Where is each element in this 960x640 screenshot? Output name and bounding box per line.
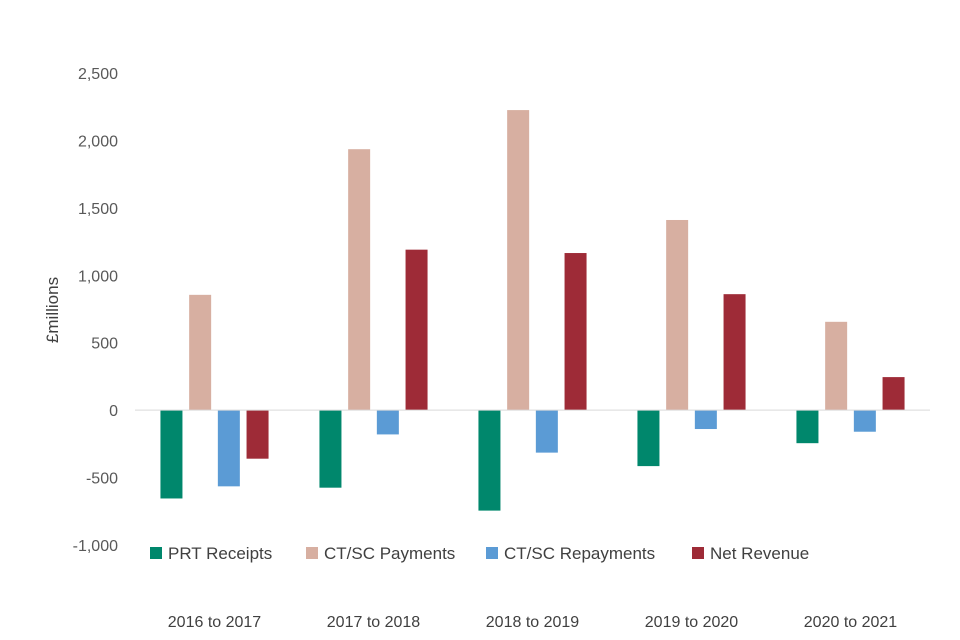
- bar-net-revenue-2: [564, 253, 587, 411]
- y-tick-label: 0: [109, 403, 118, 420]
- bar-prt-receipts-4: [796, 410, 819, 444]
- legend-label: CT/SC Payments: [324, 544, 455, 563]
- x-category-label: 2018 to 2019: [486, 614, 580, 631]
- y-axis-title: £millions: [43, 277, 62, 343]
- bar-prt-receipts-3: [637, 410, 660, 467]
- y-axis-label: £millions: [43, 277, 62, 343]
- x-category-label: 2017 to 2018: [327, 614, 421, 631]
- y-tick-label: -1,000: [73, 538, 118, 555]
- y-tick-label: 500: [91, 336, 118, 353]
- y-tick-label: 2,000: [78, 133, 118, 150]
- bar-net-revenue-0: [246, 410, 269, 459]
- legend-swatch: [150, 547, 162, 559]
- legend-swatch: [486, 547, 498, 559]
- y-tick-label: 2,500: [78, 66, 118, 83]
- legend: PRT Receipts CT/SC Payments CT/SC Repaymen…: [150, 544, 809, 563]
- bar-ct-sc-payments-3: [666, 219, 689, 411]
- bar-prt-receipts-1: [319, 410, 342, 488]
- legend-label: Net Revenue: [710, 544, 809, 563]
- bars: [160, 110, 905, 511]
- bar-ct-sc-repayments-2: [535, 410, 558, 453]
- legend-swatch: [692, 547, 704, 559]
- x-axis-categories: 2016 to 2017 2017 to 2018 2018 to 2019 2019…: [168, 614, 898, 631]
- y-tick-label: 1,000: [78, 268, 118, 285]
- y-tick-label: 1,500: [78, 201, 118, 218]
- y-tick-label: -500: [86, 471, 118, 488]
- x-category-label: 2019 to 2020: [645, 614, 739, 631]
- bar-net-revenue-3: [723, 294, 746, 411]
- bar-ct-sc-repayments-1: [376, 410, 399, 435]
- y-axis-ticks: 2,500 2,000 1,500 1,000 500 0 -500 -1,000: [73, 66, 118, 555]
- bar-ct-sc-repayments-3: [694, 410, 717, 430]
- bar-ct-sc-payments-1: [348, 149, 371, 411]
- bar-ct-sc-repayments-0: [217, 410, 240, 487]
- bar-prt-receipts-2: [478, 410, 501, 511]
- legend-label: CT/SC Repayments: [504, 544, 655, 563]
- x-category-label: 2020 to 2021: [804, 614, 898, 631]
- bar-ct-sc-repayments-4: [853, 410, 876, 432]
- legend-swatch: [306, 547, 318, 559]
- x-category-label: 2016 to 2017: [168, 614, 262, 631]
- bar-ct-sc-payments-0: [189, 294, 212, 411]
- bar-net-revenue-1: [405, 249, 428, 411]
- bar-prt-receipts-0: [160, 410, 183, 499]
- bar-net-revenue-4: [882, 377, 905, 411]
- bar-ct-sc-payments-2: [507, 110, 530, 411]
- legend-label: PRT Receipts: [168, 544, 272, 563]
- bar-ct-sc-payments-4: [825, 321, 848, 411]
